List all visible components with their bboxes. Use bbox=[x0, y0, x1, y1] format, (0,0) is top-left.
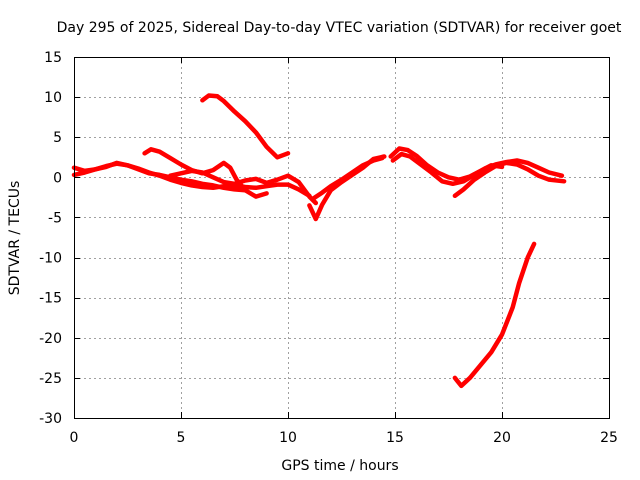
y-tick-label: 5 bbox=[53, 130, 62, 146]
plot-frame bbox=[74, 57, 610, 419]
satellite-track-3 bbox=[142, 147, 269, 199]
x-axis-label: GPS time / hours bbox=[281, 458, 398, 474]
satellite-track-8 bbox=[388, 146, 505, 182]
x-tick-label: 20 bbox=[493, 430, 511, 446]
satellite-track-11 bbox=[452, 241, 537, 389]
data-series bbox=[71, 93, 567, 389]
x-tick-label: 10 bbox=[279, 430, 297, 446]
x-tick-label: 15 bbox=[386, 430, 404, 446]
y-tick-label: -5 bbox=[48, 210, 62, 226]
y-tick-label: 10 bbox=[44, 90, 62, 106]
satellite-track-6 bbox=[307, 154, 387, 222]
y-tick-label: 0 bbox=[53, 170, 62, 186]
x-tick-label: 0 bbox=[70, 430, 79, 446]
satellite-track-10 bbox=[452, 160, 567, 199]
y-tick-label: -10 bbox=[39, 251, 62, 267]
satellite-track-7 bbox=[311, 155, 385, 201]
x-tick-label: 5 bbox=[177, 430, 186, 446]
y-tick-label: -25 bbox=[39, 371, 62, 387]
y-tick-label: 15 bbox=[44, 50, 62, 66]
y-tick-label: -20 bbox=[39, 331, 62, 347]
satellite-track-4 bbox=[168, 168, 319, 206]
chart-title: Day 295 of 2025, Sidereal Day-to-day VTE… bbox=[57, 20, 622, 36]
satellite-track-9 bbox=[390, 151, 565, 187]
satellite-track-5 bbox=[200, 93, 291, 160]
y-axis-label: SDTVAR / TECUs bbox=[7, 181, 23, 296]
axis-ticks: 0 5 10 15 20 25 -30 -25 -20 -15 -10 -5 0 5 10 15 bbox=[39, 50, 618, 446]
grid-lines bbox=[74, 57, 609, 418]
x-tick-label: 25 bbox=[600, 430, 618, 446]
y-tick-label: -30 bbox=[39, 411, 62, 427]
satellite-track-2 bbox=[71, 161, 248, 193]
y-tick-label: -15 bbox=[39, 291, 62, 307]
